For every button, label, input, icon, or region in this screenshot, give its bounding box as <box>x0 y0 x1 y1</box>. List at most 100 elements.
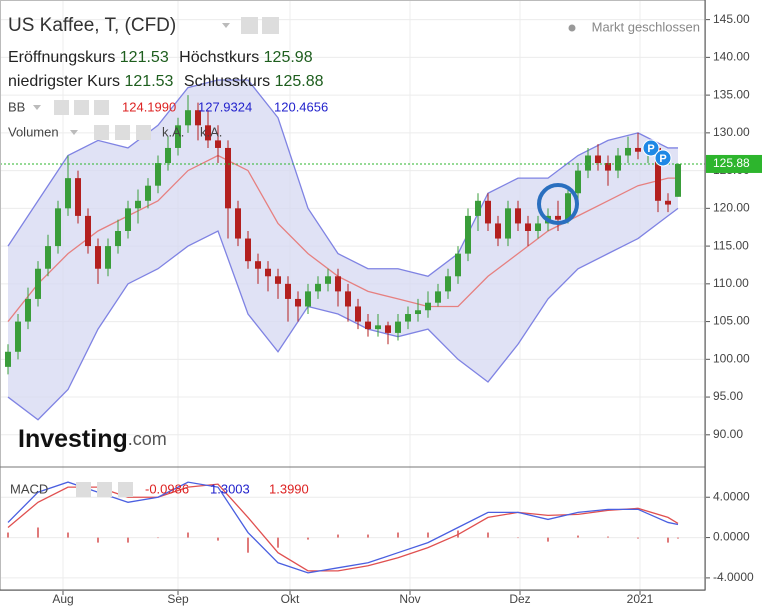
indicator-label: BB <box>8 99 25 114</box>
indicator-icon[interactable] <box>94 125 109 140</box>
candle-body <box>535 223 541 231</box>
settings-icon[interactable] <box>241 17 258 34</box>
candle-body <box>475 200 481 216</box>
candle-body <box>95 246 101 269</box>
candle-body <box>185 110 191 126</box>
band-line <box>7 207 679 421</box>
candle-body <box>505 208 511 239</box>
y-tick-label: 90.00 <box>713 427 743 441</box>
event-marker[interactable] <box>654 149 672 167</box>
indicator-icon[interactable] <box>94 100 109 115</box>
histogram-bar <box>667 537 669 543</box>
dropdown-icon[interactable] <box>70 130 78 135</box>
dropdown-icon[interactable] <box>33 105 41 110</box>
histogram-bar <box>677 537 679 539</box>
candle-body <box>65 178 71 209</box>
indicator-value: 127.9324 <box>198 99 252 114</box>
candle-body <box>425 302 431 311</box>
indicator-icon[interactable] <box>136 125 151 140</box>
candle-body <box>465 215 471 254</box>
candle-body <box>135 200 141 209</box>
candle-body <box>555 215 561 220</box>
label: Eröffnungskurs <box>8 49 115 66</box>
settings-icon[interactable] <box>262 17 279 34</box>
value: 125.98 <box>264 49 313 66</box>
y-tick-label: 4.0000 <box>713 489 750 503</box>
x-tick-label: Nov <box>399 592 420 606</box>
ohlc-legend: niedrigster Kurs 121.53 Schlusskurs 125.… <box>8 73 324 90</box>
candle-body <box>665 200 671 205</box>
candle-body <box>105 246 111 269</box>
dropdown-icon[interactable] <box>222 23 230 28</box>
candle-body <box>485 200 491 224</box>
indicator-icon[interactable] <box>76 482 91 497</box>
candle-body <box>525 223 531 231</box>
indicator-value: 1.3003 <box>210 481 250 496</box>
label: Höchstkurs <box>179 49 259 66</box>
candle-body <box>115 230 121 247</box>
candle-body <box>335 276 341 292</box>
x-tick-label: 2021 <box>627 592 654 606</box>
candle-body <box>395 321 401 333</box>
y-tick-label: 110.00 <box>713 276 749 290</box>
event-marker[interactable] <box>642 139 660 157</box>
histogram-bar <box>157 537 159 539</box>
y-tick-label: 145.00 <box>713 12 750 26</box>
candle-body <box>635 147 641 152</box>
indicator-icon[interactable] <box>54 100 69 115</box>
indicator-icon[interactable] <box>118 482 133 497</box>
candle-body <box>495 223 501 239</box>
candle-body <box>305 291 311 307</box>
candle-body <box>585 155 591 171</box>
histogram-bar <box>397 532 399 538</box>
candle-body <box>195 110 201 126</box>
x-tick-label: Sep <box>167 592 189 606</box>
indicator-value: k.A. <box>200 124 222 139</box>
event-marker-label: P <box>647 143 654 155</box>
indicator-icon[interactable] <box>115 125 130 140</box>
candle-body <box>35 268 41 299</box>
y-tick-label: 100.00 <box>713 351 750 365</box>
histogram-bar <box>67 532 69 538</box>
band-line <box>7 79 678 277</box>
candle-body <box>245 238 251 262</box>
candle-body <box>385 325 391 333</box>
histogram-bar <box>547 537 549 542</box>
candle-body <box>315 283 321 292</box>
histogram-bar <box>307 537 309 540</box>
candle-body <box>415 310 421 315</box>
indicator-label: Volumen <box>8 124 59 139</box>
histogram-bar <box>337 534 339 538</box>
candle-body <box>285 283 291 299</box>
candle-body <box>165 147 171 164</box>
y-tick-label: 105.00 <box>713 314 750 328</box>
title: US Kaffee, T, (CFD) <box>8 15 176 36</box>
y-tick-label: 120.00 <box>713 201 750 215</box>
status-dot <box>568 24 576 32</box>
histogram-bar <box>7 532 9 538</box>
indicator-value: -0.0986 <box>145 481 189 496</box>
y-tick-label: 115.00 <box>713 238 749 252</box>
candle-body <box>615 155 621 171</box>
event-marker-label: P <box>659 153 666 165</box>
candle-body <box>605 163 611 171</box>
candle-body <box>675 163 681 197</box>
logo-suffix: .com <box>128 429 167 449</box>
last-price-tag <box>706 154 762 173</box>
candle-body <box>45 246 51 269</box>
ohlc-legend: Eröffnungskurs 121.53 Höchstkurs 125.98 <box>8 49 313 66</box>
candle-body <box>75 178 81 216</box>
candle-body <box>435 291 441 303</box>
candle-body <box>565 193 571 220</box>
y-tick-label: 130.00 <box>713 125 750 139</box>
last-price-label: 125.88 <box>713 156 750 170</box>
candle-body <box>145 185 151 201</box>
histogram-bar <box>277 537 279 548</box>
histogram-bar <box>367 534 369 538</box>
indicator-icon[interactable] <box>74 100 89 115</box>
histogram-bar <box>487 532 489 538</box>
indicator-icon[interactable] <box>97 482 112 497</box>
candle-body <box>355 306 361 322</box>
macd-line <box>7 481 679 574</box>
